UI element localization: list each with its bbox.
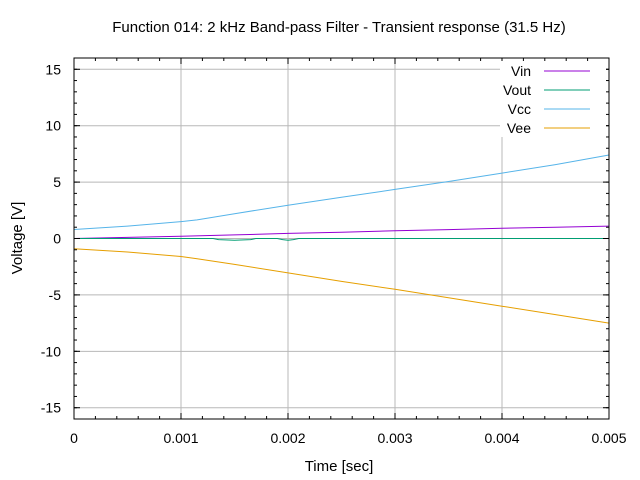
y-tick-labels: -15 -10 -5 0 5 10 15 bbox=[41, 61, 61, 415]
series-line-vee bbox=[73, 248, 610, 324]
x-tick-label: 0.003 bbox=[377, 430, 412, 446]
x-axis-label: Time [sec] bbox=[305, 458, 374, 475]
y-tick-label: 15 bbox=[45, 61, 61, 77]
y-tick-label: 0 bbox=[53, 231, 61, 247]
y-tick-label: 5 bbox=[53, 174, 61, 190]
legend-background bbox=[500, 61, 606, 137]
legend-label-vout: Vout bbox=[503, 82, 531, 98]
y-tick-label: -15 bbox=[41, 400, 61, 416]
legend-label-vin: Vin bbox=[511, 63, 531, 79]
x-tick-label: 0.001 bbox=[163, 430, 198, 446]
legend-label-vcc: Vcc bbox=[508, 101, 531, 117]
y-tick-label: 10 bbox=[45, 118, 61, 134]
series-line-vcc bbox=[73, 154, 610, 230]
chart-title: Function 014: 2 kHz Band-pass Filter - T… bbox=[112, 19, 566, 36]
x-tick-label: 0.002 bbox=[270, 430, 305, 446]
series-line-vout bbox=[74, 238, 609, 241]
y-axis-label: Voltage [V] bbox=[9, 202, 26, 275]
x-tick-label: 0.004 bbox=[484, 430, 519, 446]
series-lines bbox=[73, 154, 610, 324]
x-tick-labels: 0 0.001 0.002 0.003 0.004 0.005 bbox=[70, 430, 627, 446]
x-tick-label: 0.005 bbox=[591, 430, 626, 446]
axis-ticks bbox=[73, 57, 610, 420]
series-line-vin bbox=[73, 225, 610, 239]
legend: Vin Vout Vcc Vee bbox=[500, 61, 606, 137]
y-tick-label: -10 bbox=[41, 343, 61, 359]
legend-label-vee: Vee bbox=[507, 120, 531, 136]
x-tick-label: 0 bbox=[70, 430, 78, 446]
y-tick-label: -5 bbox=[49, 287, 62, 303]
